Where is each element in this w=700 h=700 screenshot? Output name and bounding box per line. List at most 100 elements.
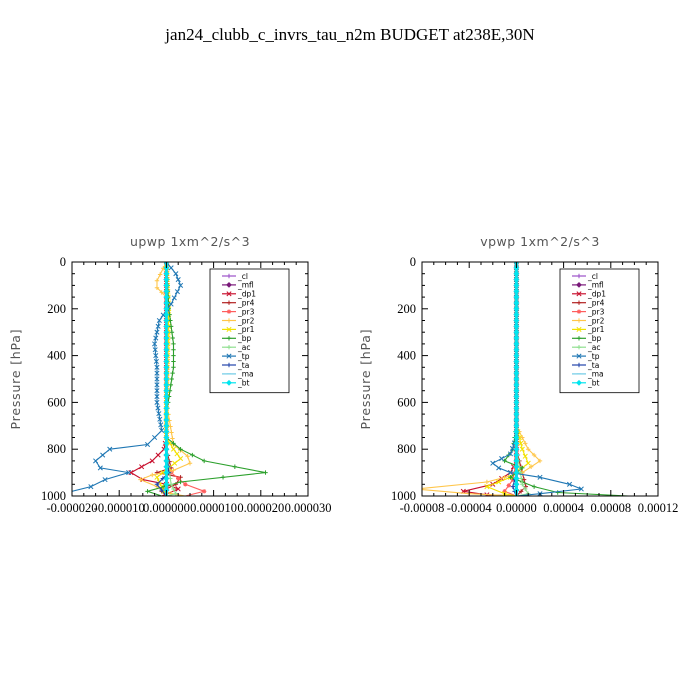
chart-0-point-tp: [144, 441, 151, 448]
chart-1-legend-entry: _tp: [587, 352, 600, 361]
chart-0-point-tp: [163, 262, 169, 265]
chart-0-point-bt: [163, 305, 170, 312]
chart-0-legend-marker: [226, 379, 232, 386]
chart-0-title: upwp 1xm^2/s^3: [130, 234, 250, 249]
chart-0-point-bt: [163, 393, 170, 400]
chart-1-legend-marker: [576, 309, 582, 314]
chart-0-point-bt: [163, 463, 170, 470]
chart-0-point-tp: [168, 265, 174, 271]
chart-1-point-ac: [519, 476, 524, 481]
chart-1-point-pr2: [484, 479, 490, 485]
chart-0-legend-marker: [226, 309, 232, 314]
chart-0-point-tp: [154, 388, 160, 394]
chart-0-ylabel: Pressure [hPa]: [8, 329, 23, 430]
chart-1-point-bt: [513, 364, 520, 371]
chart-1-point-bp: [555, 490, 560, 495]
chart-0-xtick-label: -0.000010: [94, 501, 145, 515]
chart-0-point-bp: [145, 489, 150, 494]
chart-0-point-pr1: [170, 446, 177, 452]
chart-0-point-tp: [154, 329, 160, 335]
chart-0-legend-marker: [226, 273, 232, 279]
chart-0-point-bt: [163, 457, 170, 464]
chart-1-point-bt: [513, 428, 520, 435]
chart-0-xtick-label: 0.000030: [285, 501, 332, 515]
chart-1-legend-marker: [576, 362, 582, 368]
chart-0-point-bt: [163, 428, 170, 435]
chart-1-point-bt: [513, 422, 520, 429]
figure-title: jan24_clubb_c_invrs_tau_n2m BUDGET at238…: [164, 25, 534, 44]
chart-0-point-bt: [163, 358, 170, 365]
chart-0-xtick-label: 0.000020: [237, 501, 284, 515]
chart-1-point-pr2: [537, 458, 543, 464]
chart-0-legend-entry: _cl: [237, 272, 248, 281]
chart-0-point-tp: [174, 289, 180, 295]
chart-0-legend-entry: _pr2: [237, 316, 255, 325]
chart-1-legend-entry: _pr1: [587, 325, 605, 334]
chart-1-xtick-label: 0.00012: [638, 501, 679, 515]
chart-0-point-tp: [154, 393, 160, 400]
chart-0-point-bt: [163, 288, 170, 295]
chart-0-legend-entry: _bp: [237, 334, 252, 343]
chart-1-legend-entry: _ma: [587, 370, 604, 379]
chart-0-point-tp: [152, 347, 158, 353]
chart-1-point-bt: [513, 463, 520, 470]
chart-0-point-bt: [163, 346, 170, 353]
chart-1-legend-entry: _pr4: [587, 299, 605, 308]
chart-0-point-bt: [163, 311, 170, 318]
chart-0-point-pr1: [174, 451, 180, 457]
chart-0-point-pr2: [159, 290, 164, 295]
chart-1-ytick-label: 0: [410, 255, 416, 269]
chart-0-point-tp: [154, 382, 160, 388]
chart-0-point-bt: [163, 446, 170, 453]
chart-1-ylabel: Pressure [hPa]: [358, 329, 373, 430]
chart-1-xtick-label: -0.00004: [447, 501, 493, 515]
chart-0-point-tp: [171, 295, 177, 301]
chart-0-point-tp: [153, 353, 159, 359]
chart-0-series-line-tp: [72, 262, 182, 492]
chart-1-point-pr2: [528, 464, 534, 469]
chart-1-point-pr2: [523, 441, 528, 446]
chart-1-point-tp: [499, 456, 505, 462]
chart-1-point-tp: [537, 474, 543, 480]
chart-1-legend-marker: [576, 336, 582, 341]
chart-0-point-tp: [102, 477, 108, 483]
chart-1-xtick-label: 0.00000: [496, 501, 537, 515]
chart-1-point-tp: [566, 481, 573, 487]
chart-0-legend: _cl_mfl_dp1_pr4_pr3_pr2_pr1_bp_ac_tp_ta_…: [209, 268, 290, 394]
chart-1-legend-entry: _ta: [587, 361, 599, 370]
chart-0-legend-marker: [226, 291, 232, 297]
chart-0-point-pr2: [150, 472, 155, 478]
chart-1-point-pr4: [518, 489, 524, 494]
chart-0-point-bp: [190, 452, 195, 458]
chart-0-legend-marker: [226, 326, 232, 332]
chart-1-point-bt: [513, 381, 520, 388]
chart-0-legend-marker: [226, 300, 232, 305]
chart-1-point-tp: [513, 262, 519, 265]
chart-0-point-bt: [163, 364, 170, 371]
chart-0-point-bp: [170, 335, 175, 341]
chart-0-point-pr2: [187, 461, 193, 466]
chart-0-point-ac: [173, 491, 179, 496]
chart-0-point-bt: [163, 370, 170, 377]
chart-0-point-bt: [163, 434, 170, 441]
chart-1-point-bt: [513, 323, 520, 330]
chart-1-point-bp: [502, 458, 507, 464]
chart-0-legend-marker: [226, 353, 232, 359]
chart-0-point-pr2: [154, 278, 160, 283]
chart-0-point-pr2: [138, 477, 143, 482]
chart-1-point-bt: [513, 270, 520, 277]
chart-1-point-bt: [513, 440, 520, 447]
chart-1-legend-marker: [576, 318, 582, 323]
chart-0-legend-entry: _ac: [237, 343, 250, 352]
chart-0-point-pr1: [160, 470, 166, 476]
chart-0-point-bt: [163, 405, 170, 412]
chart-1-series-group: [422, 262, 629, 496]
chart-0-point-bt: [163, 475, 170, 482]
chart-1-point-pr4: [521, 477, 527, 482]
chart-0-point-bp: [178, 447, 183, 452]
chart-0-point-bt: [163, 440, 170, 447]
chart-1-title: vpwp 1xm^2/s^3: [480, 234, 600, 249]
chart-0-point-tp: [152, 434, 158, 441]
chart-0-legend-entry: _ta: [237, 361, 249, 370]
